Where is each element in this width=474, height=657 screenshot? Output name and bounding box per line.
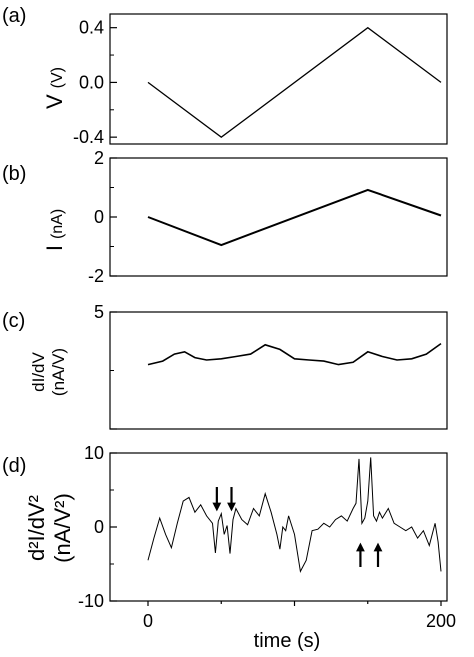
- x-axis: 0 200: [143, 601, 456, 631]
- panel-b: (b) -2 0 2 I(nA): [2, 148, 448, 286]
- x-axis-tick-label: 0: [143, 611, 153, 631]
- panel-c-ylabel-line1: dI/dV: [29, 351, 48, 391]
- panel-d-ylabel-line2: (nA/V²): [50, 493, 75, 563]
- panel-b-yticks: -2 0 2: [88, 148, 117, 286]
- panel-c-label: (c): [2, 310, 25, 332]
- panel-d: (d) -10 0 10 d²I/dV² (nA/V²): [2, 443, 448, 611]
- panel-b-series-line: [147, 188, 442, 247]
- panel-d-ytick-label: 0: [94, 517, 104, 537]
- panel-d-series-line: [147, 457, 442, 573]
- panel-a-ytick-label: -0.4: [73, 127, 104, 147]
- panel-d-arrows: [212, 487, 383, 567]
- panel-a-ylabel: V(V): [42, 67, 67, 109]
- panel-a-label: (a): [2, 5, 26, 27]
- panel-d-yticks: -10 0 10: [78, 443, 117, 611]
- panel-c: (c) 5 dI/dV (nA/V): [2, 302, 448, 430]
- panel-a-ytick-label: 0.4: [79, 18, 104, 38]
- panel-a: (a) -0.4 0.0 0.4 V(V): [2, 5, 448, 147]
- panel-d-label: (d): [2, 455, 26, 477]
- panel-c-series-line: [147, 342, 442, 366]
- panel-d-ytick-label: -10: [78, 591, 104, 611]
- panel-b-ytick-label: 2: [94, 148, 104, 168]
- panel-a-frame: [109, 13, 448, 145]
- panel-a-series-line: [147, 26, 442, 139]
- panel-b-frame: [109, 157, 448, 277]
- panel-c-frame: [109, 311, 448, 430]
- panel-b-ytick-label: -2: [88, 266, 104, 286]
- panel-d-ytick-label: 10: [84, 443, 104, 463]
- x-axis-tick-label: 200: [426, 611, 456, 631]
- x-axis-label: time (s): [254, 630, 321, 652]
- panel-c-ytick-label: 5: [94, 302, 104, 322]
- panel-b-label: (b): [2, 163, 26, 185]
- panel-c-ylabel-line2: (nA/V): [49, 348, 68, 396]
- panel-a-yticks: -0.4 0.0 0.4: [73, 18, 117, 147]
- panel-c-yticks: 5: [94, 302, 117, 430]
- panel-b-ylabel: I(nA): [42, 209, 67, 251]
- panel-d-frame: [109, 452, 448, 602]
- panel-b-ytick-label: 0: [94, 207, 104, 227]
- panel-d-ylabel-line1: d²I/dV²: [24, 495, 49, 561]
- panel-a-ytick-label: 0.0: [79, 72, 104, 92]
